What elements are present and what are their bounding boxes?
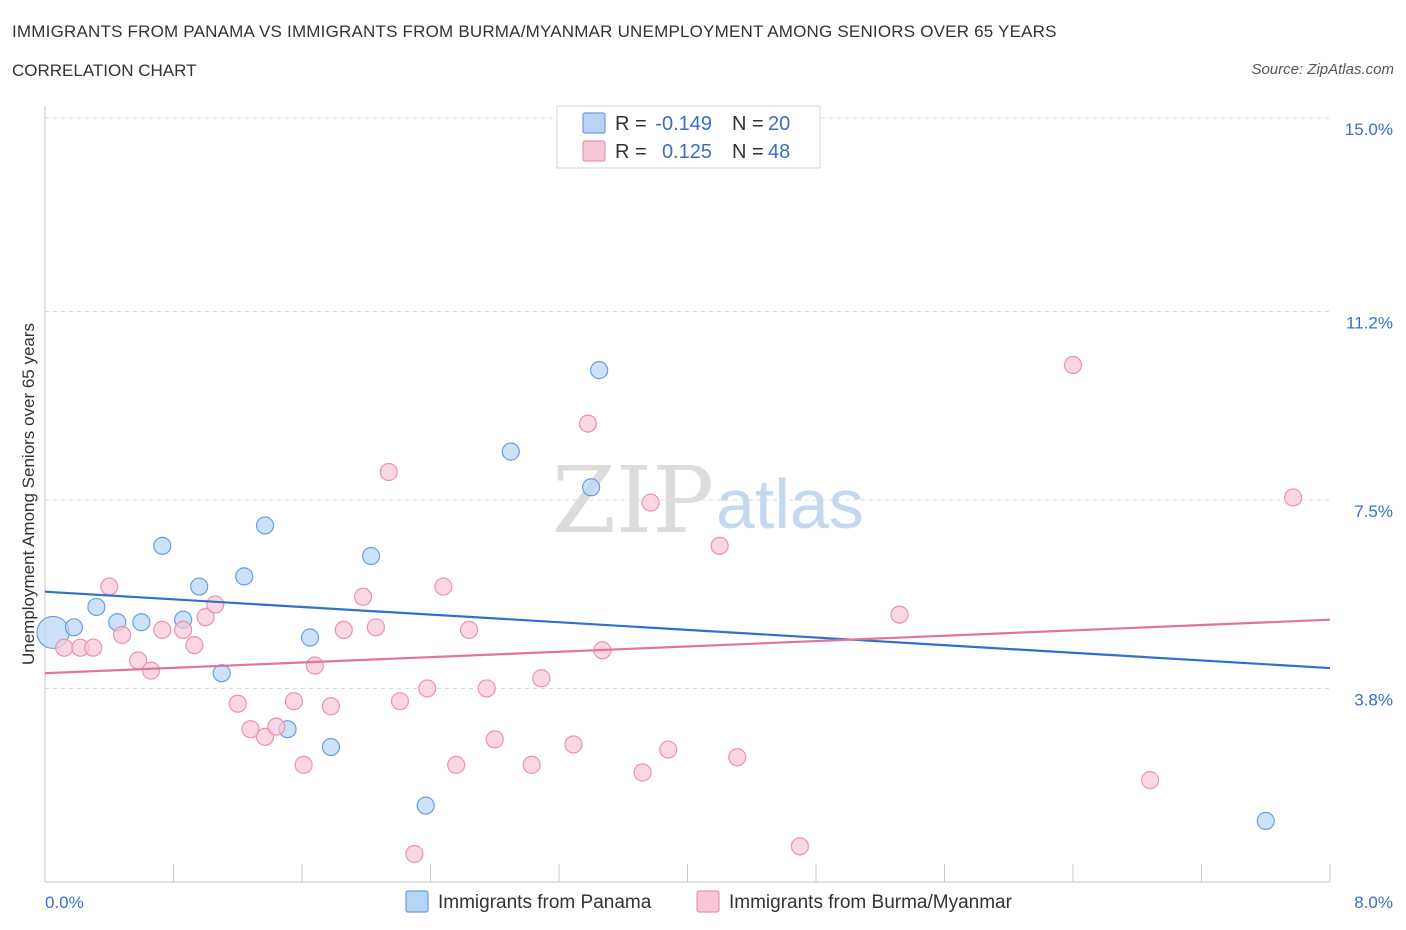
burma-point <box>112 625 132 645</box>
burma-point <box>353 587 373 606</box>
burma-point <box>522 755 541 774</box>
watermark-zip: ZIP <box>552 447 714 554</box>
stats-burma-n-label: N = <box>732 141 764 163</box>
y-tick-label: 7.5% <box>1354 502 1393 521</box>
x-tick-label: 8.0% <box>1354 893 1393 912</box>
burma-point <box>1283 488 1303 507</box>
panama-point <box>1256 811 1275 830</box>
watermark-atlas: atlas <box>716 465 864 543</box>
burma-point <box>790 837 810 856</box>
stats-burma-swatch <box>582 140 606 162</box>
axes <box>44 106 1331 883</box>
burma-point <box>153 620 172 639</box>
burma-point <box>390 692 410 711</box>
y-axis-title: Unemployment Among Seniors over 65 years <box>19 323 38 665</box>
burma-point <box>447 755 466 774</box>
burma-point <box>241 720 260 739</box>
legend: Immigrants from Panama Immigrants from B… <box>405 890 1013 913</box>
burma-point <box>1063 355 1083 375</box>
panama-point <box>582 478 601 497</box>
panama-point <box>321 737 341 757</box>
burma-trend-line <box>44 618 1331 675</box>
tick-labels: 3.8% 7.5% 11.2% 15.0% 0.0% 8.0% <box>45 120 1393 912</box>
panama-point <box>361 546 381 566</box>
panama-point <box>87 597 106 617</box>
burma-point <box>84 638 103 657</box>
burma-point <box>185 636 204 655</box>
burma-point <box>100 577 119 596</box>
burma-point <box>459 620 479 639</box>
panama-point <box>132 613 151 632</box>
legend-panama-swatch <box>405 890 429 913</box>
panama-point <box>190 577 209 596</box>
y-tick-label: 11.2% <box>1346 314 1393 333</box>
stats-box: R = -0.149 N = 20 R = 0.125 N = 48 <box>556 105 821 169</box>
burma-point <box>379 462 398 482</box>
burma-point <box>890 605 909 624</box>
burma-point <box>710 536 729 555</box>
stats-panama-n-label: N = <box>732 113 764 135</box>
burma-point <box>334 620 353 639</box>
panama-point <box>501 442 520 461</box>
burma-point <box>294 755 313 774</box>
burma-point <box>1140 771 1160 790</box>
panama-point <box>212 664 231 683</box>
source-credit: Source: ZipAtlas.com <box>1251 61 1394 78</box>
burma-point <box>633 763 652 782</box>
burma-point <box>174 620 193 639</box>
y-tick-label: 15.0% <box>1345 120 1393 139</box>
legend-panama-label: Immigrants from Panama <box>438 892 652 913</box>
stats-panama-r-label: R = <box>615 113 647 135</box>
trend-lines <box>44 590 1331 675</box>
burma-point <box>485 730 504 749</box>
stats-panama-n-value: 20 <box>768 113 790 135</box>
panama-point <box>64 618 84 637</box>
stats-panama-swatch <box>582 112 606 134</box>
burma-point <box>255 727 275 746</box>
stats-panama-r-value: -0.149 <box>655 113 712 135</box>
burma-point <box>284 692 304 711</box>
burma-point <box>366 618 385 637</box>
burma-point <box>321 697 341 716</box>
burma-point <box>418 679 437 698</box>
panama-point <box>235 567 254 586</box>
stats-burma-r-value: 0.125 <box>662 141 712 163</box>
burma-point <box>641 493 660 512</box>
burma-point <box>434 577 453 596</box>
burma-point <box>196 608 215 627</box>
legend-burma-swatch <box>696 890 720 913</box>
burma-point <box>578 414 598 433</box>
burma-point <box>659 740 678 759</box>
burma-point <box>477 679 496 698</box>
burma-point <box>564 735 583 754</box>
y-tick-label: 3.8% <box>1354 690 1393 709</box>
x-tick-label: 0.0% <box>45 893 84 912</box>
burma-point <box>55 638 74 657</box>
data-points <box>36 355 1303 864</box>
chart-title: IMMIGRANTS FROM PANAMA VS IMMIGRANTS FRO… <box>12 22 1057 41</box>
panama-point <box>590 361 609 380</box>
panama-point <box>300 628 320 647</box>
burma-point <box>532 669 551 688</box>
burma-point <box>267 717 286 736</box>
chart-subtitle: CORRELATION CHART <box>12 61 197 80</box>
burma-point <box>728 748 747 767</box>
burma-point <box>305 656 324 675</box>
burma-point <box>405 844 424 864</box>
panama-point <box>255 516 275 535</box>
burma-point <box>206 595 225 614</box>
legend-burma-label: Immigrants from Burma/Myanmar <box>729 892 1013 913</box>
stats-burma-r-label: R = <box>615 141 647 163</box>
panama-trend-line <box>44 590 1331 670</box>
burma-point <box>228 694 247 713</box>
panama-point <box>153 536 172 555</box>
stats-burma-n-value: 48 <box>768 141 790 163</box>
panama-point <box>416 796 435 815</box>
burma-point <box>141 661 161 680</box>
watermark: ZIP atlas <box>552 447 864 554</box>
